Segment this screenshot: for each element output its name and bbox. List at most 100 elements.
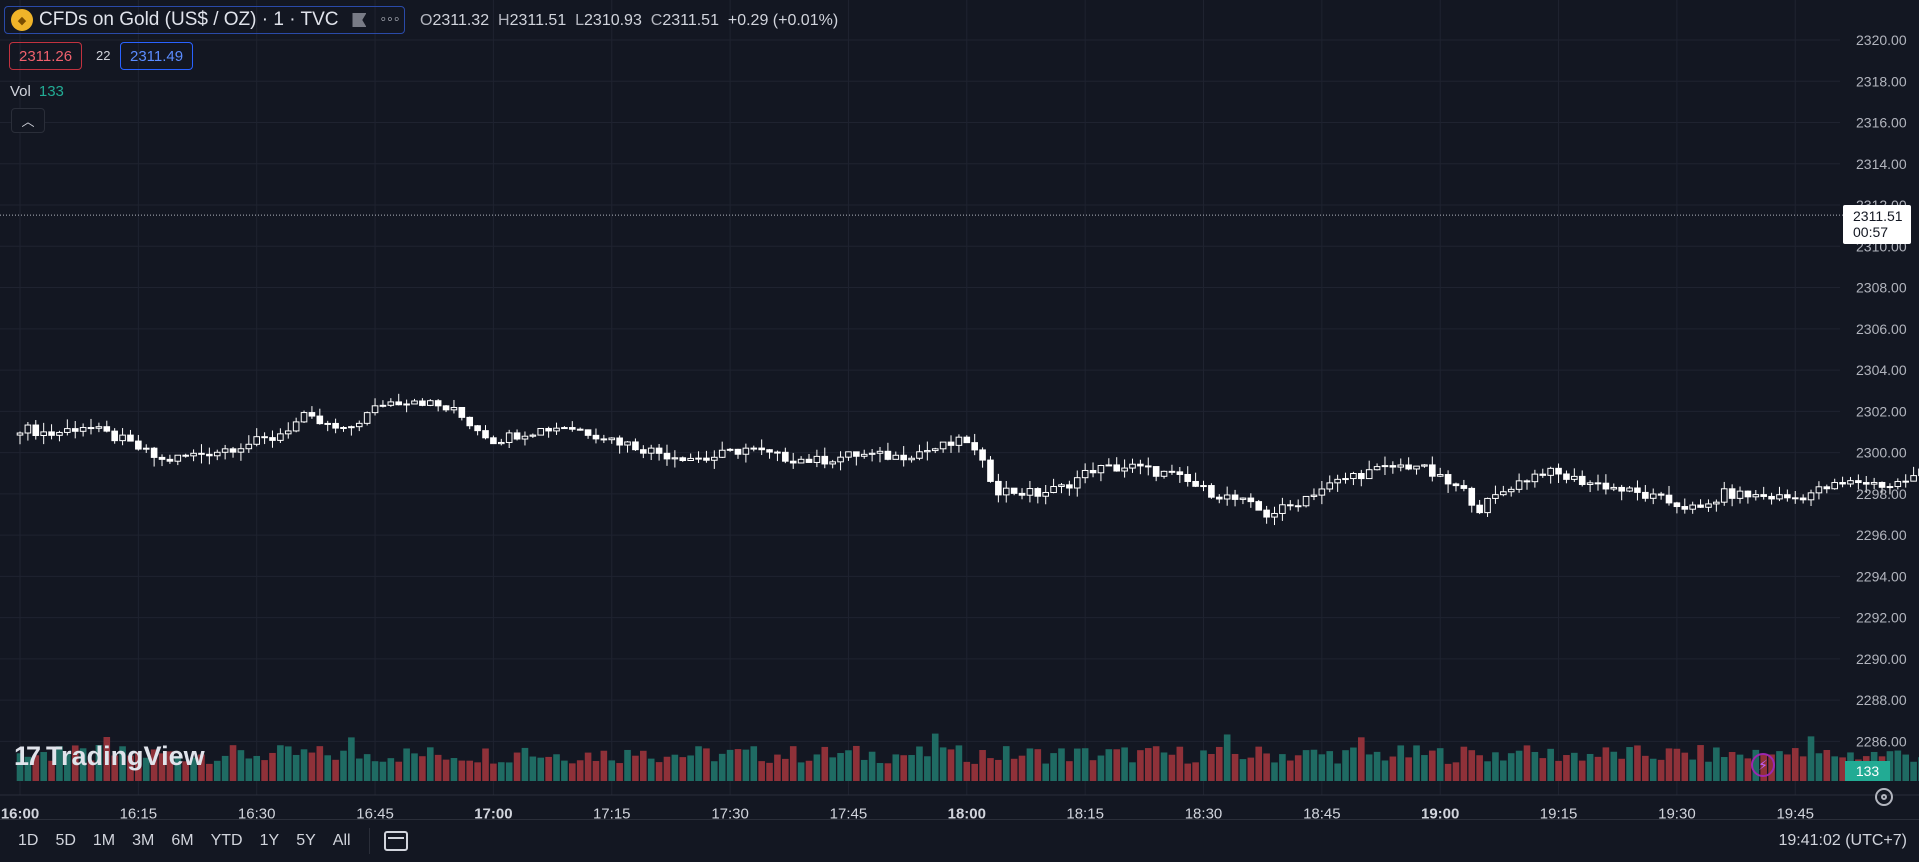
volume-bar bbox=[1145, 748, 1152, 781]
volume-bar bbox=[1571, 753, 1578, 781]
range-1y-button[interactable]: 1Y bbox=[260, 832, 280, 850]
candle-body bbox=[1785, 495, 1791, 498]
volume-bar bbox=[466, 761, 473, 781]
candle-body bbox=[396, 402, 402, 405]
volume-bar bbox=[474, 762, 481, 781]
volume-bar bbox=[1342, 750, 1349, 781]
volume-bar bbox=[672, 755, 679, 781]
collapse-legend-button[interactable]: ︿ bbox=[11, 108, 45, 133]
candle-body bbox=[617, 438, 623, 445]
lightning-icon[interactable]: ⚡ bbox=[1751, 753, 1775, 777]
candle-body bbox=[577, 429, 583, 430]
candle-body bbox=[648, 448, 654, 453]
symbol-selector[interactable]: ◆ CFDs on Gold (US$ / OZ) · 1 · TVC ◦◦◦ bbox=[4, 6, 405, 34]
range-3m-button[interactable]: 3M bbox=[132, 832, 154, 850]
range-1d-button[interactable]: 1D bbox=[18, 832, 38, 850]
price-axis-label: 2318.00 bbox=[1856, 73, 1907, 89]
candle-body bbox=[1650, 494, 1656, 498]
candle-body bbox=[333, 423, 339, 428]
volume-bar bbox=[1689, 760, 1696, 781]
volume-bar bbox=[624, 750, 631, 781]
range-1m-button[interactable]: 1M bbox=[93, 832, 115, 850]
volume-bar bbox=[1476, 755, 1483, 781]
candle-body bbox=[688, 458, 694, 460]
candle-body bbox=[917, 452, 923, 458]
candle-body bbox=[96, 427, 102, 429]
flag-icon[interactable] bbox=[352, 13, 366, 27]
volume-bar bbox=[1579, 761, 1586, 781]
volume-bar bbox=[1074, 749, 1081, 781]
candle-body bbox=[41, 432, 47, 436]
volume-bar bbox=[971, 764, 978, 781]
buy-button[interactable]: 2311.49 bbox=[120, 42, 193, 70]
clock[interactable]: 19:41:02 (UTC+7) bbox=[1778, 832, 1907, 850]
candle-body bbox=[57, 432, 63, 435]
volume-bar bbox=[908, 755, 915, 781]
candle-body bbox=[459, 407, 465, 417]
volume-bar bbox=[285, 746, 292, 781]
price-chart[interactable]: 2286.002288.002290.002292.002294.002296.… bbox=[0, 0, 1919, 819]
volume-bar bbox=[1027, 748, 1034, 781]
volume-bar bbox=[1800, 756, 1807, 781]
candle-body bbox=[1824, 487, 1830, 489]
candle-body bbox=[932, 449, 938, 451]
volume-bar bbox=[1729, 752, 1736, 781]
candle-body bbox=[151, 448, 157, 457]
candle-body bbox=[120, 435, 126, 441]
candle-body bbox=[854, 452, 860, 456]
volume-bar bbox=[774, 755, 781, 781]
calendar-icon[interactable] bbox=[384, 831, 408, 851]
time-axis-label: 18:45 bbox=[1303, 806, 1341, 820]
volume-label: Vol bbox=[10, 83, 31, 100]
candle-body bbox=[1019, 493, 1025, 495]
volume-bar bbox=[648, 759, 655, 781]
price-axis-label: 2320.00 bbox=[1856, 32, 1907, 48]
candle-body bbox=[1753, 495, 1759, 497]
volume-bar bbox=[253, 756, 260, 781]
volume-bar bbox=[1484, 761, 1491, 781]
volume-bar bbox=[1200, 750, 1207, 781]
candle-body bbox=[877, 451, 883, 453]
candle-body bbox=[262, 437, 268, 438]
volume-bar bbox=[916, 746, 923, 781]
range-5d-button[interactable]: 5D bbox=[55, 832, 75, 850]
range-6m-button[interactable]: 6M bbox=[171, 832, 193, 850]
volume-bar bbox=[956, 745, 963, 781]
candle-body bbox=[869, 453, 875, 454]
more-options-icon[interactable]: ◦◦◦ bbox=[380, 11, 400, 29]
tradingview-logo[interactable]: 17 TradingView bbox=[14, 741, 205, 772]
range-ytd-button[interactable]: YTD bbox=[211, 832, 243, 850]
candle-body bbox=[893, 455, 899, 459]
volume-bar bbox=[1319, 754, 1326, 781]
volume-bar bbox=[1902, 755, 1909, 781]
sell-button[interactable]: 2311.26 bbox=[9, 42, 82, 70]
volume-bar bbox=[1413, 745, 1420, 781]
candle-body bbox=[183, 455, 189, 456]
range-5y-button[interactable]: 5Y bbox=[296, 832, 316, 850]
time-axis-label: 19:00 bbox=[1421, 806, 1459, 820]
candle-body bbox=[846, 452, 852, 457]
range-all-button[interactable]: All bbox=[333, 832, 351, 850]
volume-bar bbox=[1113, 749, 1120, 781]
settings-icon[interactable] bbox=[1875, 788, 1893, 806]
price-axis-label: 2306.00 bbox=[1856, 321, 1907, 337]
volume-bar bbox=[1263, 753, 1270, 781]
candle-body bbox=[570, 428, 576, 430]
candle-body bbox=[1572, 476, 1578, 479]
toolbar-divider bbox=[369, 828, 370, 854]
candle-body bbox=[1903, 481, 1909, 482]
price-axis-label: 2286.00 bbox=[1856, 733, 1907, 749]
volume-bar bbox=[750, 746, 757, 781]
candle-body bbox=[1524, 481, 1530, 482]
candle-body bbox=[822, 456, 828, 464]
candle-body bbox=[435, 401, 441, 406]
volume-bar bbox=[1626, 747, 1633, 781]
candle-body bbox=[633, 442, 639, 450]
candle-body bbox=[104, 427, 110, 431]
volume-bar bbox=[806, 761, 813, 781]
candle-body bbox=[830, 462, 836, 464]
candle-body bbox=[1706, 504, 1712, 507]
volume-bar bbox=[790, 746, 797, 781]
candle-body bbox=[735, 449, 741, 454]
